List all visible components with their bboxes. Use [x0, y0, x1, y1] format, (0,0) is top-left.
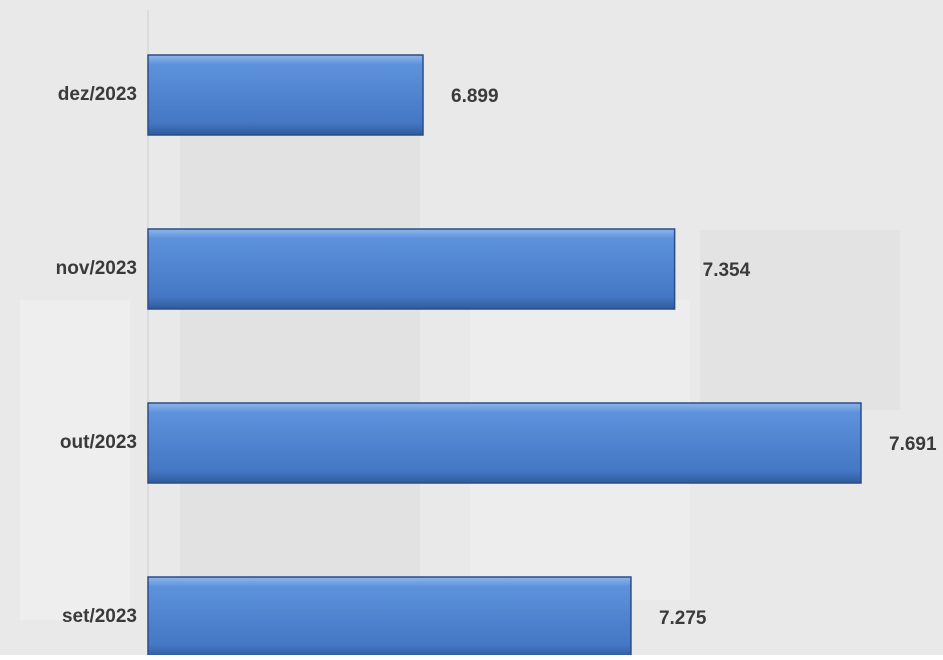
data-label: 6.899 — [451, 86, 499, 107]
y-tick-label: out/2023 — [60, 432, 137, 453]
y-tick-label: nov/2023 — [56, 258, 137, 279]
y-tick-label: dez/2023 — [58, 84, 137, 105]
bar — [147, 228, 676, 310]
data-label: 7.275 — [659, 608, 707, 629]
bar — [147, 54, 424, 136]
bar — [147, 576, 632, 658]
background-image — [20, 120, 900, 620]
y-tick-label: set/2023 — [62, 606, 137, 627]
data-label: 7.354 — [703, 260, 751, 281]
bar — [147, 402, 862, 484]
data-label: 7.691 — [889, 434, 937, 455]
